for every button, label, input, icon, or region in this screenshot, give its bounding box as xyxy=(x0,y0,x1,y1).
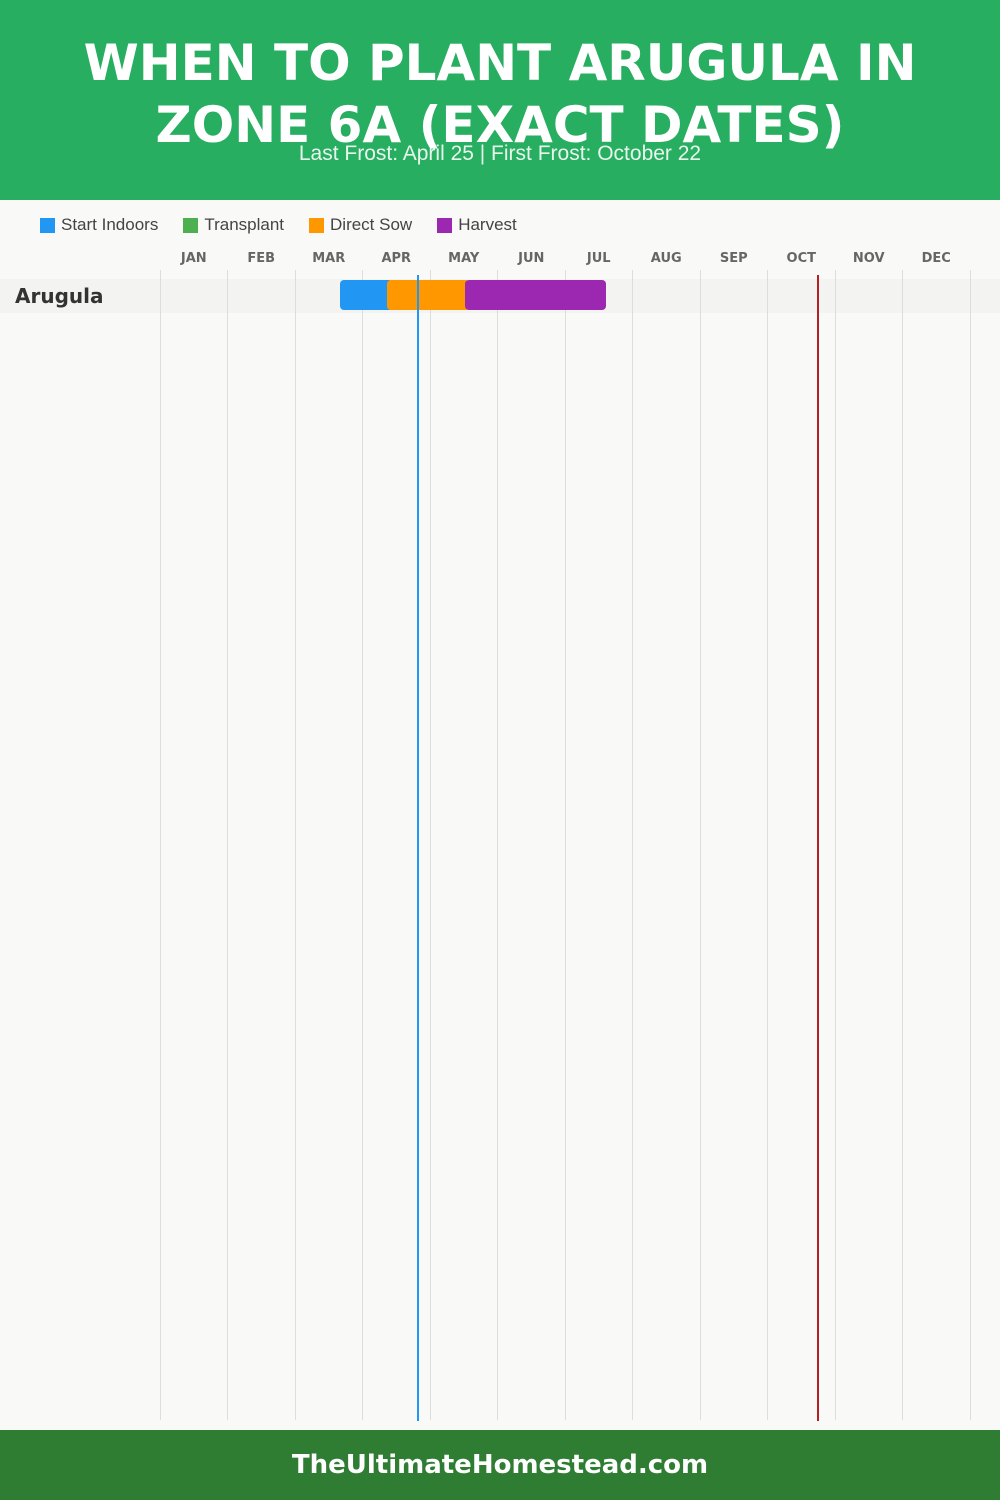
gridline xyxy=(767,270,768,1420)
gridline xyxy=(700,270,701,1420)
legend-label: Start Indoors xyxy=(61,215,159,234)
month-label: AUG xyxy=(650,251,682,266)
month-axis: JAN FEB MAR APR MAY JUN JUL AUG SEP OCT … xyxy=(160,248,970,270)
gridline xyxy=(430,270,431,1420)
direct-sow-swatch-icon xyxy=(309,217,325,233)
month-label: OCT xyxy=(786,251,816,266)
legend-item-transplant: Transplant xyxy=(183,215,284,235)
first-frost-marker xyxy=(817,275,819,1421)
legend-label: Direct Sow xyxy=(330,215,413,234)
site-name: TheUltimateHomestead.com xyxy=(291,1450,709,1480)
month-label: DEC xyxy=(921,251,951,266)
page-title: WHEN TO PLANT ARUGULA IN ZONE 6A (EXACT … xyxy=(83,34,917,154)
last-frost-marker xyxy=(417,275,419,1421)
month-label: MAR xyxy=(312,251,346,266)
month-gridlines xyxy=(160,270,1000,1420)
chart-legend: Start Indoors Transplant Direct Sow Harv… xyxy=(40,214,542,236)
legend-item-harvest: Harvest xyxy=(437,215,517,235)
month-label: JUN xyxy=(518,251,545,266)
footer-banner: TheUltimateHomestead.com xyxy=(0,1430,1000,1500)
legend-label: Harvest xyxy=(458,215,517,234)
gridline xyxy=(362,270,363,1420)
legend-label: Transplant xyxy=(204,215,285,234)
transplant-swatch-icon xyxy=(183,217,199,233)
start-indoors-swatch-icon xyxy=(40,217,55,233)
direct-sow-bar xyxy=(387,280,467,310)
month-label: JAN xyxy=(180,251,207,266)
gridline xyxy=(160,270,161,1420)
header-banner: WHEN TO PLANT ARUGULA IN ZONE 6A (EXACT … xyxy=(0,0,1000,200)
month-label: APR xyxy=(381,251,412,266)
month-label: JUL xyxy=(586,251,611,266)
month-label: FEB xyxy=(247,251,276,266)
gridline xyxy=(295,270,296,1420)
gridline xyxy=(227,270,228,1420)
gridline xyxy=(902,270,903,1420)
legend-item-start-indoors: Start Indoors xyxy=(40,215,158,235)
gridline xyxy=(565,270,566,1420)
gridline xyxy=(835,270,836,1420)
month-label: MAY xyxy=(448,251,480,266)
harvest-swatch-icon xyxy=(437,217,453,233)
gridline xyxy=(497,270,498,1420)
month-label: SEP xyxy=(719,251,748,266)
legend-item-direct-sow: Direct Sow xyxy=(309,215,412,235)
harvest-bar xyxy=(465,280,606,310)
frost-dates-subtitle: Last Frost: April 25 | First Frost: Octo… xyxy=(298,142,702,165)
crop-label: Arugula xyxy=(15,284,104,308)
gridline xyxy=(632,270,633,1420)
month-label: NOV xyxy=(852,251,885,266)
start-indoors-bar xyxy=(340,280,390,310)
gridline xyxy=(970,270,971,1420)
